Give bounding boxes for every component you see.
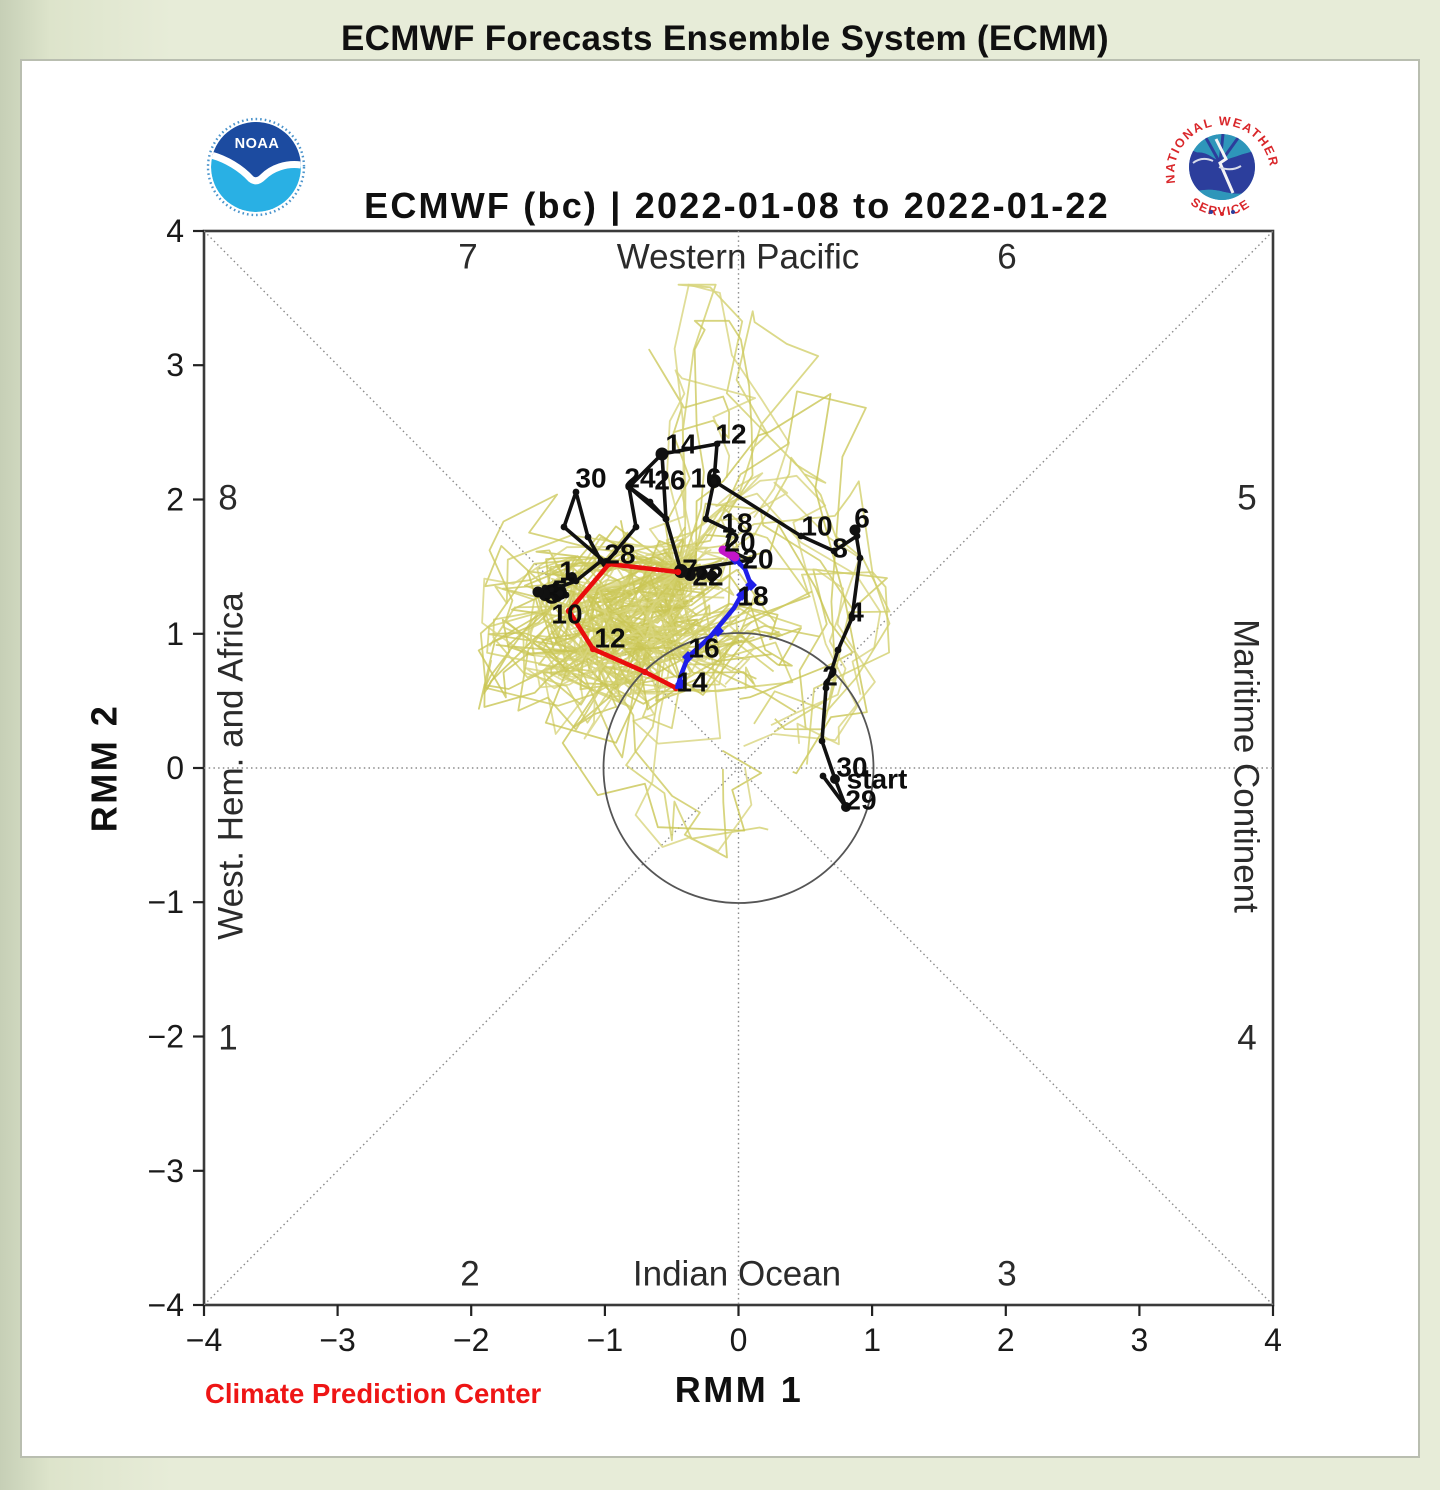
svg-text:8: 8 — [218, 479, 237, 518]
svg-text:4: 4 — [166, 213, 184, 249]
svg-text:4: 4 — [848, 597, 864, 628]
svg-text:−1: −1 — [587, 1322, 623, 1358]
svg-text:1: 1 — [559, 556, 575, 587]
svg-text:2: 2 — [460, 1255, 479, 1294]
svg-text:18: 18 — [721, 508, 752, 539]
svg-text:12: 12 — [715, 419, 746, 450]
svg-text:−3: −3 — [148, 1153, 184, 1189]
svg-text:3: 3 — [166, 347, 184, 383]
svg-text:30: 30 — [575, 463, 606, 494]
svg-text:−3: −3 — [319, 1322, 355, 1358]
svg-text:26: 26 — [654, 465, 685, 496]
svg-text:5: 5 — [552, 575, 568, 606]
svg-text:1: 1 — [218, 1019, 237, 1058]
svg-text:2: 2 — [822, 661, 838, 692]
svg-text:Western Pacific: Western Pacific — [617, 238, 860, 277]
svg-text:16: 16 — [688, 633, 719, 664]
svg-text:−2: −2 — [453, 1322, 489, 1358]
svg-text:4: 4 — [1237, 1019, 1256, 1058]
svg-text:6: 6 — [997, 238, 1016, 277]
svg-text:RMM 2: RMM 2 — [84, 704, 125, 833]
svg-text:24: 24 — [624, 463, 656, 494]
svg-text:Climate Prediction Center: Climate Prediction Center — [205, 1378, 541, 1409]
svg-text:0: 0 — [166, 750, 184, 786]
svg-text:20: 20 — [724, 527, 755, 558]
svg-text:6: 6 — [854, 503, 870, 534]
svg-text:10: 10 — [551, 599, 582, 630]
svg-text:2: 2 — [166, 482, 184, 518]
svg-text:3: 3 — [544, 579, 560, 610]
svg-text:ECMWF Forecasts Ensemble Syste: ECMWF Forecasts Ensemble System (ECMM) — [341, 19, 1109, 58]
svg-text:28: 28 — [604, 539, 635, 570]
svg-text:3: 3 — [997, 1255, 1016, 1294]
svg-text:Maritime Continent: Maritime Continent — [1227, 619, 1266, 913]
svg-text:−1: −1 — [148, 884, 184, 920]
svg-text:18: 18 — [737, 581, 768, 612]
svg-text:16: 16 — [690, 463, 721, 494]
svg-text:West. Hem. and Africa: West. Hem. and Africa — [212, 592, 251, 940]
svg-text:0: 0 — [730, 1322, 748, 1358]
svg-text:30: 30 — [836, 752, 867, 783]
svg-text:12: 12 — [594, 623, 625, 654]
svg-text:Indian Ocean: Indian Ocean — [633, 1255, 841, 1294]
svg-text:NOAA: NOAA — [235, 136, 280, 152]
svg-text:7: 7 — [682, 554, 698, 585]
svg-text:−2: −2 — [148, 1019, 184, 1055]
svg-text:14: 14 — [665, 429, 697, 460]
svg-text:22: 22 — [692, 561, 723, 592]
svg-text:10: 10 — [801, 511, 832, 542]
svg-text:20: 20 — [742, 544, 773, 575]
svg-text:8: 8 — [832, 533, 848, 564]
svg-text:4: 4 — [1264, 1322, 1282, 1358]
svg-text:29: 29 — [845, 785, 876, 816]
svg-text:14: 14 — [676, 667, 708, 698]
svg-text:1: 1 — [863, 1322, 881, 1358]
svg-text:7: 7 — [458, 238, 477, 277]
svg-text:1: 1 — [166, 616, 184, 652]
svg-text:−4: −4 — [148, 1287, 184, 1323]
svg-text:ECMWF (bc) | 2022-01-08 to 202: ECMWF (bc) | 2022-01-08 to 2022-01-22 — [364, 185, 1110, 227]
svg-text:5: 5 — [1237, 479, 1256, 518]
svg-text:start: start — [847, 764, 908, 795]
svg-text:RMM 1: RMM 1 — [675, 1369, 804, 1410]
svg-text:2: 2 — [997, 1322, 1015, 1358]
svg-text:3: 3 — [1131, 1322, 1149, 1358]
svg-text:−4: −4 — [186, 1322, 222, 1358]
